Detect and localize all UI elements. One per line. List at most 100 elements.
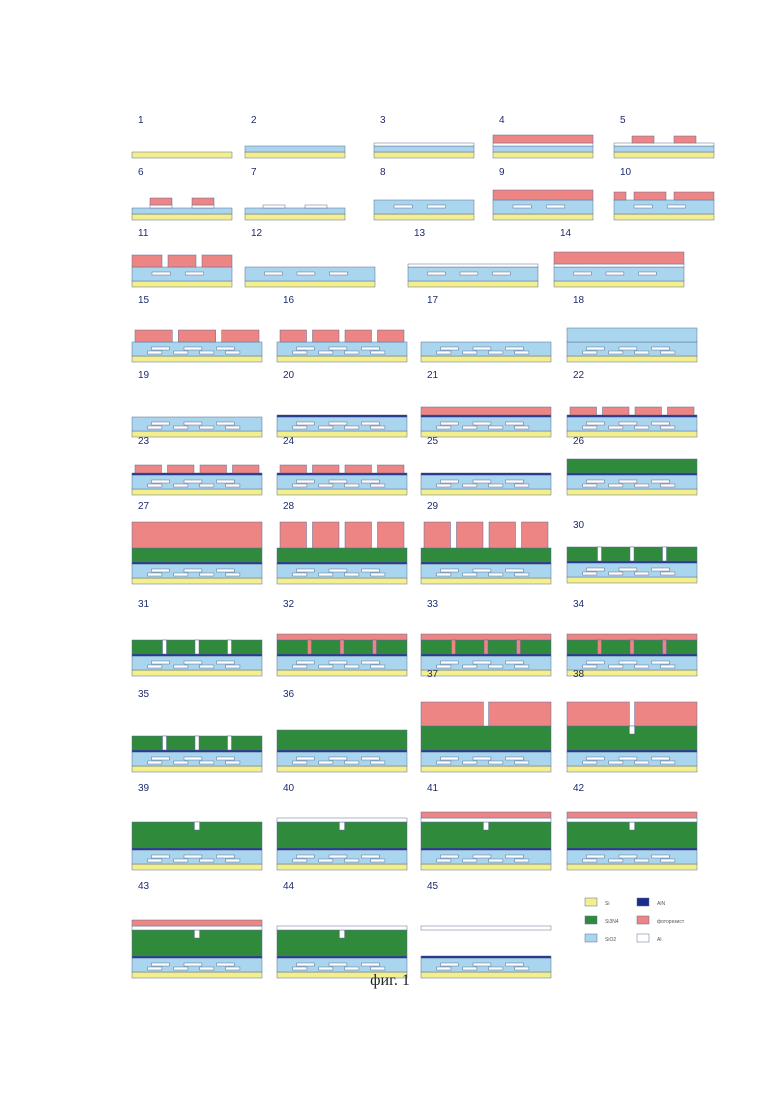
al-electrode: [226, 859, 240, 862]
photoresist-block: [632, 136, 654, 143]
si-substrate: [567, 356, 697, 362]
si-substrate: [277, 431, 407, 437]
step-number: 22: [573, 370, 585, 381]
process-step-12: 12: [245, 228, 375, 287]
si-substrate: [245, 214, 345, 220]
al-electrode: [428, 272, 446, 275]
al-electrode: [427, 205, 445, 208]
photoresist-block: [168, 255, 196, 267]
legend: SiAlNSi3N4фоторезистSiO2Al: [585, 898, 685, 943]
al-electrode: [515, 426, 529, 429]
process-step-18: 18: [567, 295, 697, 362]
al-electrode: [200, 484, 214, 487]
step-number: 35: [138, 689, 150, 700]
al-electrode: [441, 422, 459, 425]
al-electrode: [371, 761, 385, 764]
sio2-layer: [614, 146, 714, 152]
photoresist: [277, 634, 407, 640]
photoresist-block: [192, 198, 214, 205]
process-step-2: 2: [245, 115, 345, 158]
photoresist-block: [313, 465, 340, 473]
si-substrate: [421, 356, 551, 362]
si3n4-layer: [277, 730, 407, 750]
si-substrate: [408, 281, 538, 287]
photoresist-block: [614, 192, 626, 200]
process-step-42: 42: [567, 783, 697, 870]
al-electrode: [609, 761, 623, 764]
al-electrode: [152, 569, 170, 572]
photoresist-block: [635, 702, 697, 726]
sio2-layer: [132, 267, 232, 281]
process-step-39: 39: [132, 783, 262, 870]
al-top-film: [421, 818, 551, 822]
si-substrate: [421, 670, 551, 676]
al-electrode: [635, 484, 649, 487]
photoresist: [421, 812, 551, 818]
legend-swatch-al: [637, 934, 649, 942]
legend-swatch-sio2: [585, 934, 597, 942]
photoresist-block: [280, 330, 307, 342]
al-electrode: [345, 761, 359, 764]
al-electrode: [362, 963, 380, 966]
al-electrode: [184, 855, 202, 858]
al-electrode: [473, 422, 491, 425]
al-electrode: [184, 480, 202, 483]
aln-layer: [132, 654, 262, 656]
si-substrate: [567, 864, 697, 870]
photoresist-block: [424, 522, 451, 548]
al-electrode: [587, 661, 605, 664]
aln-layer: [421, 473, 551, 475]
al-electrode: [148, 761, 162, 764]
al-electrode: [319, 484, 333, 487]
al-electrode: [329, 855, 347, 858]
process-step-17: 17: [421, 295, 551, 362]
al-electrode: [330, 272, 348, 275]
si-substrate: [245, 281, 375, 287]
figure-caption: фиг. 1: [0, 972, 780, 990]
al-electrode: [506, 661, 524, 664]
photoresist-block: [168, 465, 195, 473]
trench-fill: [598, 640, 602, 654]
trench: [195, 640, 199, 654]
sio2-layer: [245, 208, 345, 214]
al-electrode: [362, 855, 380, 858]
legend-swatch-aln: [637, 898, 649, 906]
al-electrode: [174, 426, 188, 429]
al-electrode: [583, 572, 597, 575]
step-number: 7: [251, 167, 257, 178]
photoresist: [421, 634, 551, 640]
al-electrode: [297, 757, 315, 760]
al-pattern: [192, 205, 214, 208]
al-electrode: [437, 859, 451, 862]
step-number: 4: [499, 115, 505, 126]
al-electrode: [226, 967, 240, 970]
al-electrode: [217, 661, 235, 664]
al-electrode: [463, 859, 477, 862]
trench: [163, 736, 167, 750]
al-electrode: [587, 347, 605, 350]
photoresist-block: [674, 136, 696, 143]
aln-layer: [277, 956, 407, 958]
process-step-3: 3: [374, 115, 474, 158]
al-electrode: [506, 757, 524, 760]
step-number: 14: [560, 228, 572, 239]
al-electrode: [217, 757, 235, 760]
process-step-40: 40: [277, 783, 407, 870]
al-electrode: [609, 665, 623, 668]
al-electrode: [226, 484, 240, 487]
trench-fill: [630, 640, 634, 654]
al-electrode: [437, 573, 451, 576]
al-electrode: [515, 665, 529, 668]
al-electrode: [437, 426, 451, 429]
process-step-34: 34: [567, 599, 697, 676]
al-electrode: [489, 665, 503, 668]
aln-layer: [567, 561, 697, 563]
al-electrode: [661, 426, 675, 429]
si-substrate: [421, 578, 551, 584]
aln-layer: [567, 473, 697, 475]
si-substrate: [277, 766, 407, 772]
si3n4-layer: [421, 548, 551, 562]
al-electrode: [441, 757, 459, 760]
al-electrode: [473, 757, 491, 760]
aln-layer: [277, 562, 407, 564]
